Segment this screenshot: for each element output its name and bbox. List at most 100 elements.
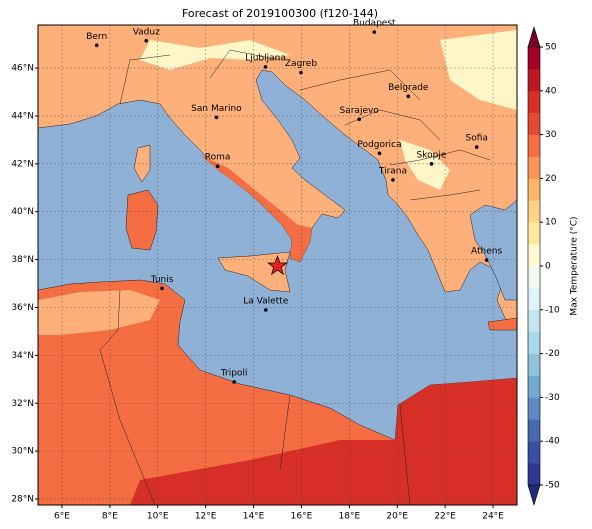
colorbar-arrow-top — [527, 25, 541, 48]
x-tick-label: 14°E — [243, 512, 265, 522]
x-tick-label: 8°E — [102, 512, 118, 522]
city-dot — [94, 43, 99, 48]
y-tick-label: 44°N — [11, 111, 34, 121]
city-dot — [357, 117, 361, 122]
y-tick-label: 34°N — [11, 351, 34, 361]
land-africa-hot — [130, 378, 517, 505]
colorbar-swatch — [528, 68, 540, 92]
city-dot — [263, 308, 268, 312]
colorbar-tick-label: 10 — [545, 218, 557, 228]
city-label: Roma — [205, 153, 231, 163]
colorbar-tick-label: 30 — [545, 130, 557, 140]
graticule — [38, 25, 517, 505]
colorbar-swatch — [528, 266, 540, 289]
city-dot — [232, 380, 236, 384]
colorbar-swatch — [528, 353, 540, 376]
y-tick-label: 40°N — [11, 207, 34, 217]
city-dot — [214, 115, 219, 120]
land-cool-alps — [140, 40, 290, 70]
land-warm-italy — [200, 155, 312, 262]
city-label: Tirana — [378, 166, 407, 176]
location-marker — [266, 255, 289, 276]
colorbar-tick-label: 0 — [545, 262, 551, 272]
x-tick-label: 20°E — [386, 512, 408, 522]
city-label: Zagreb — [285, 59, 317, 69]
x-tick-label: 12°E — [195, 512, 217, 522]
city-label: San Marino — [191, 104, 242, 114]
x-tick-label: 22°E — [434, 512, 456, 522]
colorbar-swatch — [528, 331, 540, 354]
colorbar-tick-label: -10 — [545, 305, 560, 315]
colorbar-label: Max Temperature (°C) — [570, 216, 580, 315]
colorbar-swatch — [528, 287, 540, 311]
city-dot — [391, 178, 395, 182]
y-tick-label: 36°N — [11, 303, 34, 313]
land-africa-cool — [38, 290, 160, 335]
sea-aegean — [469, 199, 517, 301]
colorbar-tick-label: 40 — [545, 86, 557, 96]
map-frame — [37, 24, 518, 506]
colorbar-swatch — [528, 134, 540, 157]
colorbar-tick-label: 20 — [545, 174, 557, 184]
y-tick-label: 32°N — [11, 399, 34, 409]
city-label: Tunis — [150, 275, 174, 285]
city-label: Vaduz — [133, 27, 160, 37]
colorbar-tick-label: -40 — [545, 437, 560, 447]
city-label: Athens — [471, 247, 502, 257]
y-tick-label: 28°N — [11, 495, 34, 505]
island-corsica — [133, 144, 151, 183]
city-dot — [406, 94, 411, 99]
city-dot — [372, 30, 377, 34]
city-label: Tripoli — [220, 368, 248, 378]
city-label: Ljubljana — [245, 53, 286, 63]
y-tick-label: 30°N — [11, 447, 34, 457]
city-dot — [144, 39, 149, 43]
colorbar-swatch — [528, 419, 540, 442]
colorbar: -50 -40 -30 -20 -10 0 10 20 30 40 50 — [527, 25, 560, 507]
y-tick-label: 38°N — [11, 255, 34, 265]
colorbar-swatch — [528, 112, 540, 135]
colorbar-swatch — [528, 309, 540, 332]
city-dot — [377, 151, 382, 156]
colorbar-swatch — [528, 47, 540, 70]
city-label: Sarajevo — [340, 106, 380, 116]
colorbar-swatch — [528, 222, 540, 245]
city-label: Podgorica — [357, 140, 401, 150]
city-label: La Valette — [243, 296, 288, 306]
x-tick-label: 6°E — [54, 512, 70, 522]
city-dot — [429, 162, 434, 166]
city-label: Bern — [86, 32, 107, 42]
x-tick-label: 24°E — [482, 512, 504, 522]
city-label: Budapest — [353, 19, 396, 29]
city-label: Sofia — [466, 134, 488, 144]
land-cool-balkan — [400, 140, 450, 190]
colorbar-swatch — [528, 441, 540, 464]
x-tick-label: 16°E — [291, 512, 313, 522]
city-label: Skopje — [417, 150, 447, 160]
island-sicily — [217, 251, 291, 293]
colorbar-swatch — [528, 178, 540, 201]
colorbar-tick-label: -50 — [545, 481, 560, 491]
city-dot — [160, 286, 164, 291]
y-tick-label: 42°N — [11, 159, 34, 169]
island-sardinia — [125, 189, 159, 251]
y-tick-label: 46°N — [11, 64, 34, 74]
colorbar-tick-label: 50 — [545, 43, 557, 53]
colorbar-swatch — [528, 463, 540, 486]
island-crete — [487, 317, 517, 331]
x-tick-label: 18°E — [339, 512, 361, 522]
colorbar-swatch — [528, 375, 540, 398]
city-dot — [263, 65, 268, 69]
colorbar-swatch — [528, 90, 540, 113]
city-dot — [484, 258, 489, 262]
colorbar-tick-label: -30 — [545, 393, 560, 403]
city-dot — [474, 145, 479, 149]
x-tick-label: 10°E — [147, 512, 169, 522]
colorbar-swatch — [528, 397, 540, 420]
city-dot — [215, 164, 220, 169]
colorbar-tick-label: -20 — [545, 349, 560, 359]
country-borders — [99, 49, 491, 505]
colorbar-arrow-bottom — [527, 484, 541, 507]
land-cool-east — [440, 30, 517, 110]
